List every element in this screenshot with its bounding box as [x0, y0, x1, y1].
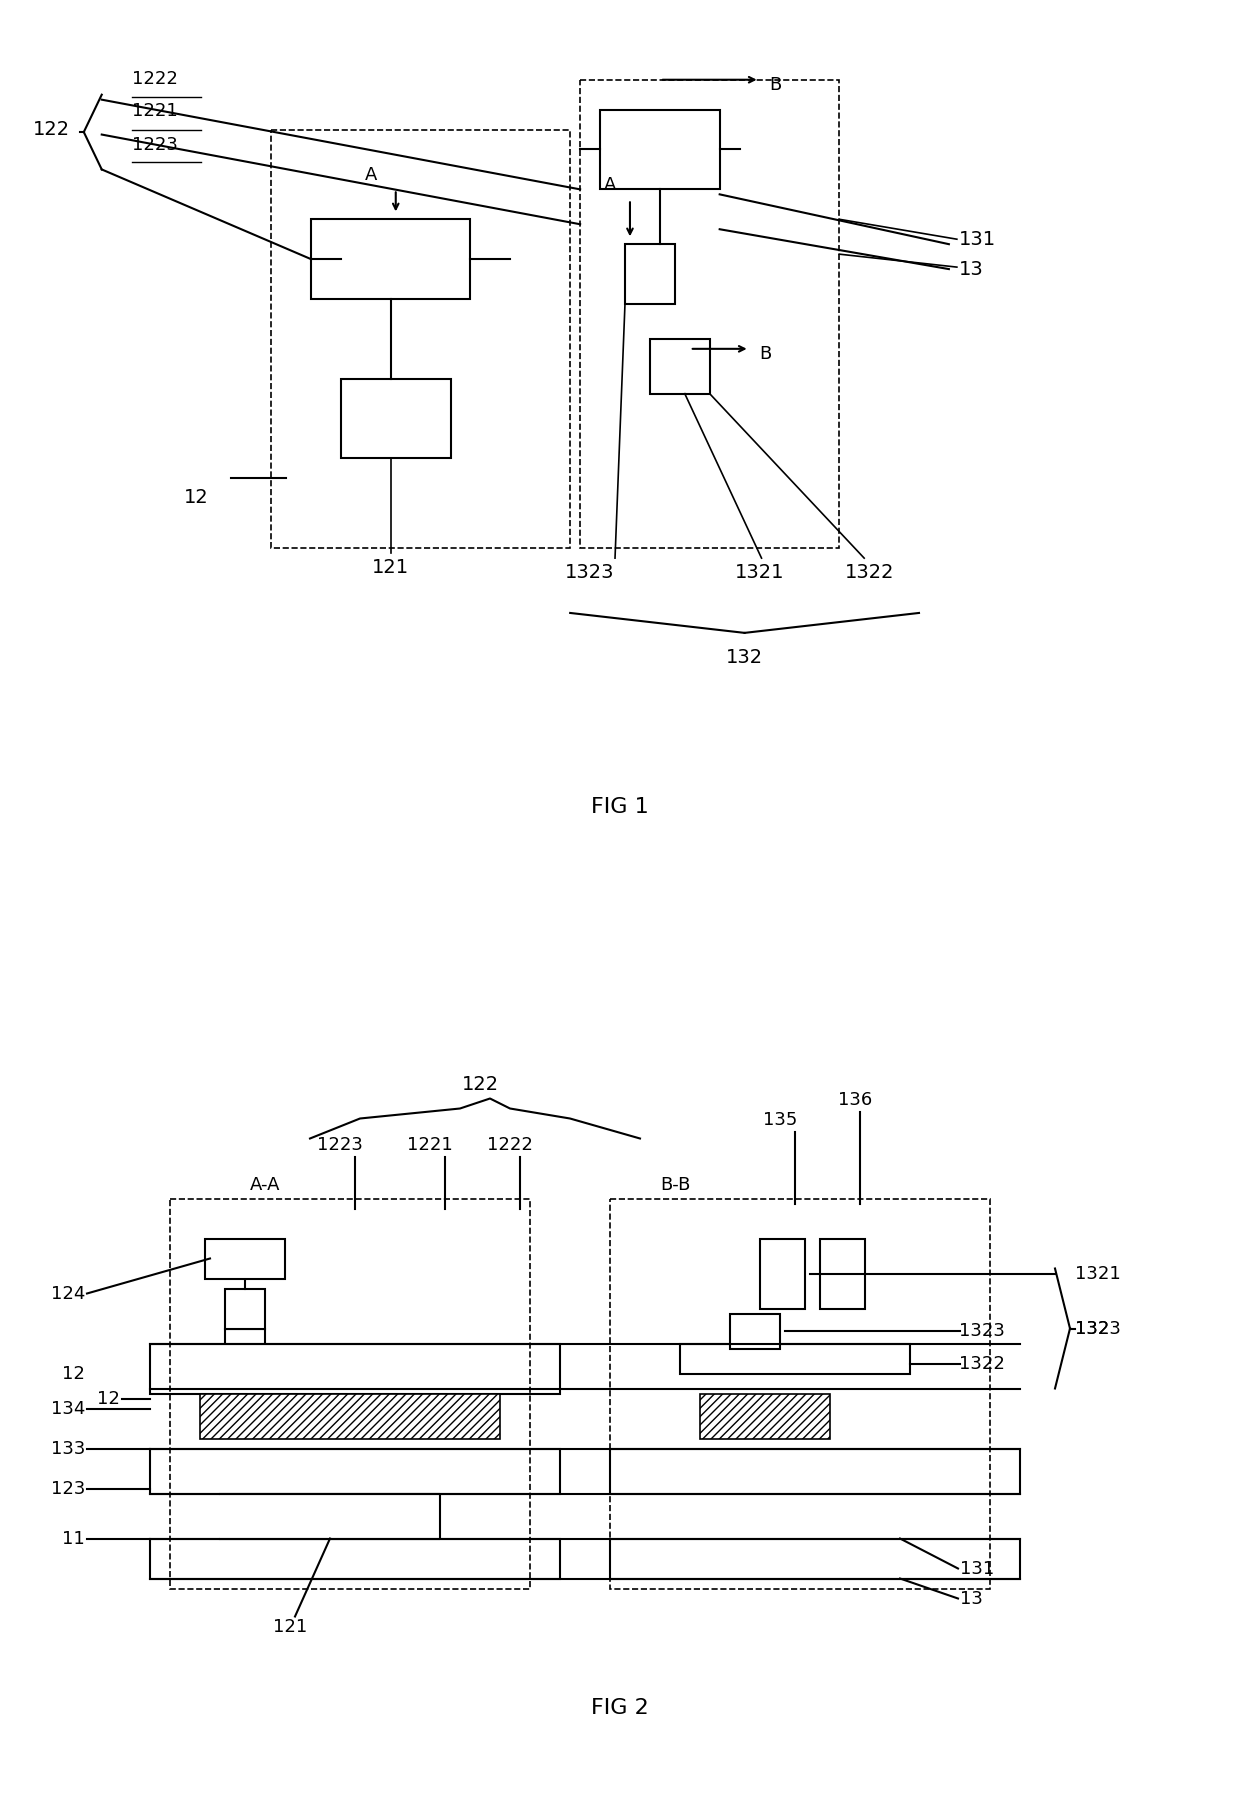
Text: 1322: 1322 — [844, 563, 894, 581]
Text: B: B — [760, 344, 771, 362]
Bar — [701, 1394, 830, 1439]
Text: 1323: 1323 — [565, 563, 615, 581]
Text: 1223: 1223 — [131, 136, 177, 154]
Text: 1221: 1221 — [407, 1136, 453, 1154]
Text: 121: 121 — [372, 558, 409, 578]
Text: 132: 132 — [1075, 1320, 1110, 1338]
Text: 1323: 1323 — [1075, 1320, 1121, 1338]
Text: 1222: 1222 — [487, 1136, 533, 1154]
Text: 1321: 1321 — [1075, 1265, 1121, 1283]
Text: 11: 11 — [62, 1530, 86, 1548]
Bar — [224, 1329, 265, 1394]
Text: 1321: 1321 — [735, 563, 784, 581]
Text: 1221: 1221 — [131, 102, 177, 120]
Text: 1223: 1223 — [317, 1136, 363, 1154]
Text: 135: 135 — [763, 1110, 797, 1128]
Bar — [760, 1238, 805, 1308]
Bar — [150, 1344, 560, 1394]
Text: 132: 132 — [727, 648, 763, 667]
Bar — [820, 1238, 866, 1308]
Text: 133: 133 — [51, 1439, 86, 1457]
Bar — [311, 219, 470, 300]
Text: B-B: B-B — [660, 1175, 691, 1193]
Bar — [341, 379, 450, 459]
Bar — [200, 1394, 500, 1439]
Bar — [730, 1313, 780, 1349]
Text: 121: 121 — [273, 1618, 308, 1636]
Bar — [224, 1288, 265, 1329]
Text: FIG 2: FIG 2 — [591, 1699, 649, 1719]
Bar — [610, 1448, 1021, 1493]
Bar — [205, 1238, 285, 1279]
Text: 1222: 1222 — [131, 70, 177, 88]
Text: 1322: 1322 — [959, 1354, 1004, 1372]
Text: 13: 13 — [960, 1589, 983, 1607]
Text: 131: 131 — [960, 1559, 994, 1577]
Bar — [170, 1198, 529, 1588]
Text: 131: 131 — [959, 230, 996, 249]
Text: 136: 136 — [838, 1091, 872, 1109]
Bar — [272, 129, 570, 549]
Text: 12: 12 — [62, 1365, 86, 1383]
Text: A: A — [604, 176, 616, 194]
Bar — [680, 1344, 910, 1374]
Text: 12: 12 — [97, 1390, 120, 1408]
Bar — [610, 1198, 990, 1588]
Bar — [150, 1539, 560, 1579]
Text: 12: 12 — [184, 488, 208, 508]
Bar — [150, 1448, 560, 1493]
Text: 134: 134 — [51, 1399, 86, 1417]
Text: 123: 123 — [51, 1480, 86, 1498]
Text: FIG 1: FIG 1 — [591, 797, 649, 818]
Text: 122: 122 — [461, 1075, 498, 1094]
Bar — [610, 1539, 1021, 1579]
Bar — [580, 79, 839, 549]
Text: 124: 124 — [51, 1285, 86, 1302]
Text: A-A: A-A — [250, 1175, 280, 1193]
Text: A: A — [365, 167, 377, 185]
Bar — [650, 339, 709, 393]
Text: 122: 122 — [33, 120, 71, 140]
Bar — [625, 244, 675, 303]
Bar — [600, 109, 719, 190]
Text: 1323: 1323 — [959, 1322, 1004, 1340]
Polygon shape — [219, 1493, 440, 1539]
Text: 13: 13 — [959, 260, 983, 278]
Text: B: B — [770, 75, 781, 93]
